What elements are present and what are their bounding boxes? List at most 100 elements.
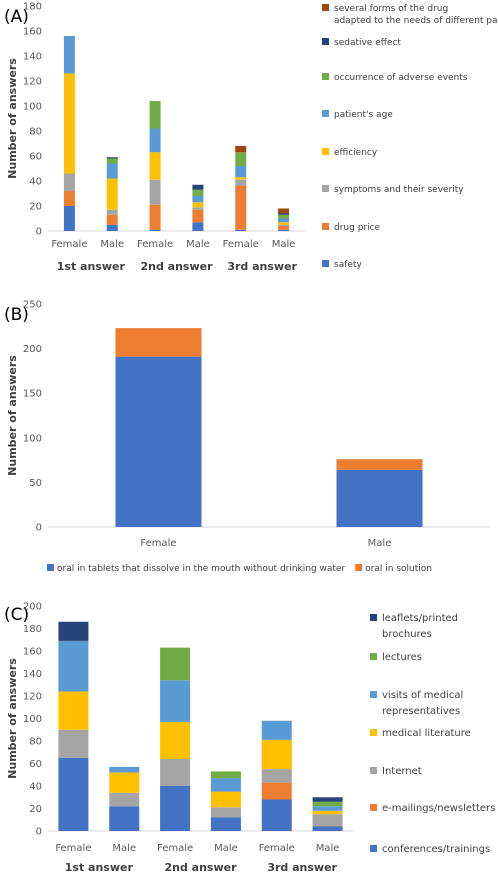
bar-segment [106,163,118,179]
bar-segment [160,759,191,786]
bar-segment [192,207,204,210]
bar-segment [106,178,118,210]
legend-swatch [322,185,329,192]
bar-segment [106,158,118,164]
bar-segment [160,786,191,831]
bar-segment [63,36,75,74]
bar-segment [235,186,247,230]
y-tick-label: 50 [29,478,42,489]
legend-swatch [370,653,377,660]
legend-swatch [322,148,329,155]
x-tick-label: Female [223,239,259,250]
y-tick-label: 0 [36,227,42,238]
group-label: 2nd answer [140,260,213,273]
bar-segment [235,166,247,178]
legend-label: safety [334,260,362,270]
legend-swatch [322,260,329,267]
y-tick-label: 20 [29,202,42,213]
bar-segment [312,814,343,827]
bar-segment [192,202,204,208]
bar-segment [278,229,290,231]
legend-label: conferences/trainings [382,844,490,855]
bar-segment [210,771,241,779]
legend-label: visits of medical [382,690,463,701]
y-tick-label: 100 [23,102,42,113]
y-tick-label: 200 [23,344,42,355]
bar-segment [210,778,241,792]
bar-segment [109,806,140,831]
bar-segment [63,206,75,231]
bar-segment [235,229,247,231]
legend-swatch [370,729,377,736]
panel-label-c: (C) [4,605,29,625]
bar-segment [261,739,292,770]
y-tick-label: 60 [29,759,42,770]
y-tick-label: 150 [23,389,42,400]
legend-label: representatives [382,706,460,717]
bar-segment [312,806,343,811]
legend-swatch [322,73,329,80]
panel-label-b: (B) [4,305,29,325]
legend-label: medical literature [382,728,471,739]
legend-swatch [370,691,377,698]
legend-label: occurrence of adverse events [334,73,468,83]
y-tick-label: 40 [29,782,42,793]
legend-label: sedative effect [334,38,401,48]
legend-label: oral in solution [365,564,432,574]
bar-segment [235,177,247,180]
bar-segment [149,229,161,231]
bar-segment [63,191,75,206]
x-tick-label: Male [186,239,210,250]
bar-segment [115,328,202,357]
y-tick-label: 200 [23,602,42,613]
bar-segment [278,224,290,226]
y-tick-label: 140 [23,669,42,680]
y-tick-label: 120 [23,77,42,88]
y-tick-label: 80 [29,737,42,748]
legend-label: e-mailings/newsletters [382,803,495,814]
y-tick-label: 0 [36,827,42,838]
y-tick-label: 140 [23,52,42,63]
bar-segment [235,152,247,166]
bar-segment [115,356,202,527]
group-label: 1st answer [57,260,126,273]
bar-segment [58,621,89,641]
x-tick-label: Male [316,843,340,854]
bar-segment [149,152,161,180]
legend-swatch [322,38,329,45]
bar-segment [109,772,140,793]
bar-segment [149,101,161,129]
bar-segment [261,782,292,800]
bar-segment [106,214,118,225]
y-tick-label: 160 [23,647,42,658]
legend-swatch [370,804,377,811]
y-tick-label: 40 [29,177,42,188]
bar-segment [160,721,191,759]
legend-swatch [370,845,377,852]
bar-segment [106,157,118,159]
x-tick-label: Male [272,239,296,250]
bar-segment [63,173,75,191]
legend-swatch [322,110,329,117]
y-tick-label: 20 [29,804,42,815]
bar-segment [192,184,204,190]
bar-segment [160,680,191,722]
bar-segment [261,720,292,740]
legend-label: adapted to the needs of different patien… [334,16,498,26]
bar-segment [192,196,204,203]
x-tick-label: Male [100,239,124,250]
x-tick-label: Male [112,843,136,854]
legend-label: several forms of the drug [334,4,448,14]
legend-label: drug price [334,223,381,233]
bar-segment [312,826,343,831]
legend-swatch [322,223,329,230]
bar-segment [58,640,89,692]
y-axis-title-b: Number of answers [6,355,19,476]
x-tick-label: Female [51,239,87,250]
bar-segment [192,189,204,196]
bar-segment [109,792,140,807]
y-tick-label: 180 [23,624,42,635]
bar-segment [63,73,75,174]
